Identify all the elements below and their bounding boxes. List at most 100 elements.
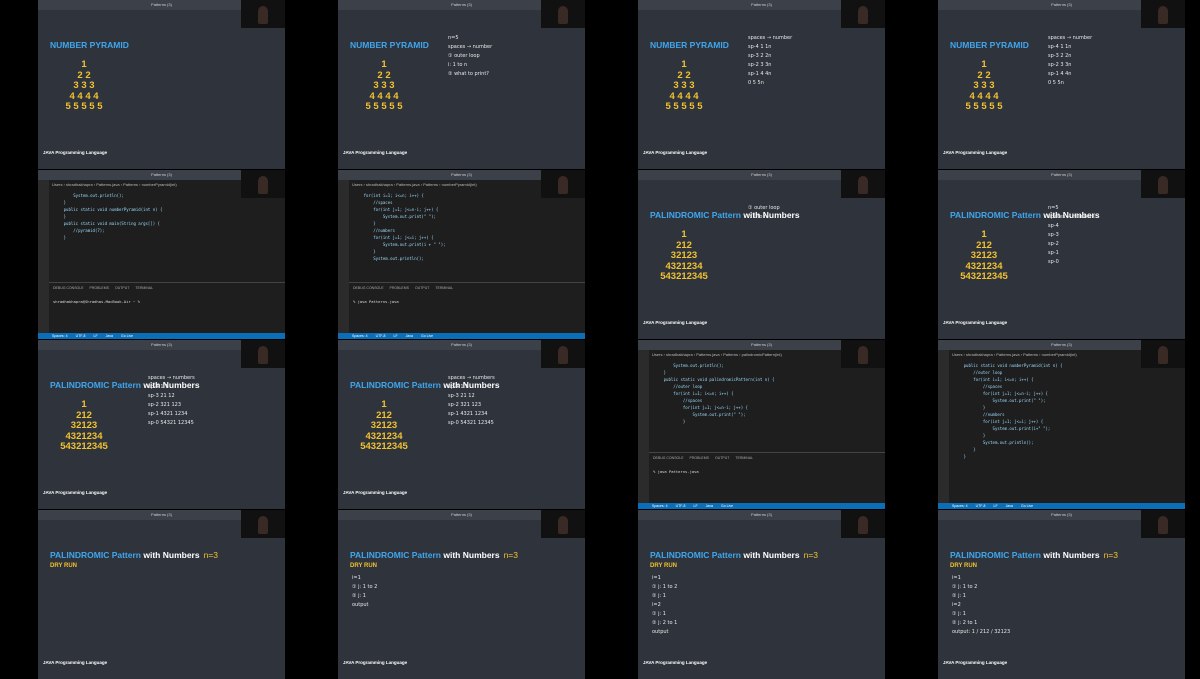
status-item: LF [93, 334, 98, 338]
pattern-row: 2 2 [77, 69, 91, 81]
thumbnail: Patterns (3) Users › shradhakhapra › Patt… [900, 340, 1200, 509]
status-item: Spaces: 4 [52, 334, 68, 338]
note: ② j: 2 to 1 [952, 620, 978, 626]
slide-title: PALINDROMIC Pattern with Numbers n=3 [650, 550, 818, 560]
handwritten-notes: i=1 ① j: 1 to 2 ② j: 1 i=2 ① j: 1 ② j: 2 to 1… [952, 574, 1010, 637]
status-bar: Spaces: 4 UTF-8 LF Java Go Live [338, 333, 585, 339]
note: output: 1 / 212 / 32123 [952, 629, 1011, 635]
note: sp-1 4321 1234 [448, 411, 488, 417]
pattern-row: 2 2 [977, 69, 991, 81]
title-emphasis: with Numbers [1043, 550, 1100, 560]
code-line: //numbers [954, 412, 1005, 417]
note: spaces → numbers [148, 375, 195, 381]
title-text: PALINDROMIC Pattern [350, 380, 441, 390]
activity-bar [938, 350, 949, 503]
panel-tab: OUTPUT [115, 286, 130, 290]
title-text: NUMBER PYRAMID [950, 40, 1029, 50]
pattern-row: 5 5 5 5 5 [365, 101, 403, 112]
title-text: PALINDROMIC Pattern [950, 210, 1041, 220]
webcam [841, 340, 885, 368]
code-line: for(int j=1; j<=n-i; j++) { [654, 405, 748, 410]
note: spaces → number [448, 44, 493, 50]
pattern-row: 543212345 [960, 271, 1008, 282]
note: output [652, 629, 669, 635]
status-item: LF [693, 504, 698, 508]
slide-title: NUMBER PYRAMID [950, 40, 1029, 50]
code-line: for(int i=1; i<=n; i++) { [654, 391, 734, 396]
pattern-row: 543212345 [60, 441, 108, 452]
pattern-row: 212 [376, 409, 392, 421]
pattern-row: 4 4 4 4 [969, 90, 999, 102]
status-item: Spaces: 4 [352, 334, 368, 338]
note: sp-2 321 123 [448, 402, 482, 408]
note: sp-3 2 2n [748, 53, 772, 59]
title-text: PALINDROMIC Pattern [650, 550, 741, 560]
window-title: Patterns (3) [338, 0, 585, 10]
handwritten-notes: ① outer loop i: 1 to n [748, 204, 780, 222]
code-line: for(int j=1; j<=i; j++) { [954, 419, 1044, 424]
note: spaces → numbers [1048, 214, 1095, 220]
terminal-prompt: shradhakhapra@Shradhas-MacBook-Air ~ % [53, 299, 140, 304]
pattern-row: 1 [81, 59, 87, 70]
pattern-row: 3 3 3 [73, 80, 95, 91]
slide-screen: Patterns (3) PALINDROMIC Pattern with Num… [938, 510, 1185, 679]
title-text: PALINDROMIC Pattern [50, 380, 141, 390]
note: sp-1 4 4n [1048, 71, 1072, 77]
code-line: //outer loop [654, 384, 703, 389]
note: i=2 [652, 602, 661, 608]
pattern: 1 212 32123 4321234 543212345 [944, 229, 1024, 283]
panel-tab: OUTPUT [715, 456, 730, 460]
thumbnail: Patterns (3) PALINDROMIC Pattern with Num… [900, 170, 1200, 339]
window-title: Patterns (3) [338, 510, 585, 520]
status-bar: Spaces: 4 UTF-8 LF Java Go Live [638, 503, 885, 509]
handwritten-notes: spaces → numbers sp-4 1 1 sp-3 21 12 sp-2 3… [148, 374, 195, 428]
thumbnail: Patterns (3) Users › shradhakhapra › Patt… [300, 170, 600, 339]
pattern-row: 1 [981, 229, 987, 240]
slide-screen: Patterns (3) PALINDROMIC Pattern with Num… [638, 510, 885, 679]
handwritten-notes: i=1 ① j: 1 to 2 ② j: 1 i=2 ① j: 1 ② j: 2 to 1… [652, 574, 677, 637]
note: sp-4 1 1 [448, 384, 469, 390]
code-line: for(int j=1; j<=n-i; j++) { [954, 391, 1048, 396]
note: 0 5 5n [1048, 80, 1064, 86]
code-line: } [954, 447, 976, 452]
status-item: Go Live [121, 334, 134, 338]
activity-bar [38, 180, 49, 333]
note: spaces → number [748, 35, 793, 41]
note: sp-1 [1048, 250, 1059, 256]
code-line: System.out.println(); [654, 363, 724, 368]
title-text: PALINDROMIC Pattern [650, 210, 741, 220]
note: sp-0 [1048, 259, 1059, 265]
thumbnail: Patterns (3) PALINDROMIC Pattern with Num… [0, 510, 300, 679]
code-line: } [654, 419, 686, 424]
code-line: //spaces [654, 398, 703, 403]
code-lines: for(int i=1; i<=n; i++) { //spaces for(i… [354, 192, 446, 262]
pattern-row: 2 2 [377, 69, 391, 81]
code-editor-screen: Patterns (3) Users › shradhakhapra › Patt… [338, 170, 585, 339]
note: i=1 [952, 575, 961, 581]
note: sp-3 [1048, 232, 1059, 238]
code-line: System.out.print(i+" "); [954, 426, 1051, 431]
terminal-panel: DEBUG CONSOLE PROBLEMS OUTPUT TERMINAL % jav… [649, 452, 885, 503]
window-title: Patterns (3) [938, 0, 1185, 10]
status-item: Spaces: 4 [652, 504, 668, 508]
slide-title: PALINDROMIC Pattern with Numbers [350, 380, 500, 390]
note: spaces → numbers [448, 375, 495, 381]
pattern: 1 212 32123 4321234 543212345 [644, 229, 724, 283]
code-line: System.out.println(); [354, 256, 424, 261]
slide-subtitle: DRY RUN [950, 563, 978, 569]
status-item: Java [705, 504, 713, 508]
slide-screen: Patterns (3) PALINDROMIC Pattern with Num… [338, 510, 585, 679]
slide-title: PALINDROMIC Pattern with Numbers [650, 210, 800, 220]
breadcrumb: Users › shradhakhapra › Patterns.java › … [652, 352, 782, 357]
pattern-row: 1 [381, 399, 387, 410]
status-item: Go Live [1021, 504, 1034, 508]
pattern-row: 32123 [70, 420, 98, 431]
pattern-row: 5 5 5 5 5 [965, 101, 1003, 112]
code-line: } [954, 433, 986, 438]
pattern-row: 32123 [670, 250, 698, 261]
